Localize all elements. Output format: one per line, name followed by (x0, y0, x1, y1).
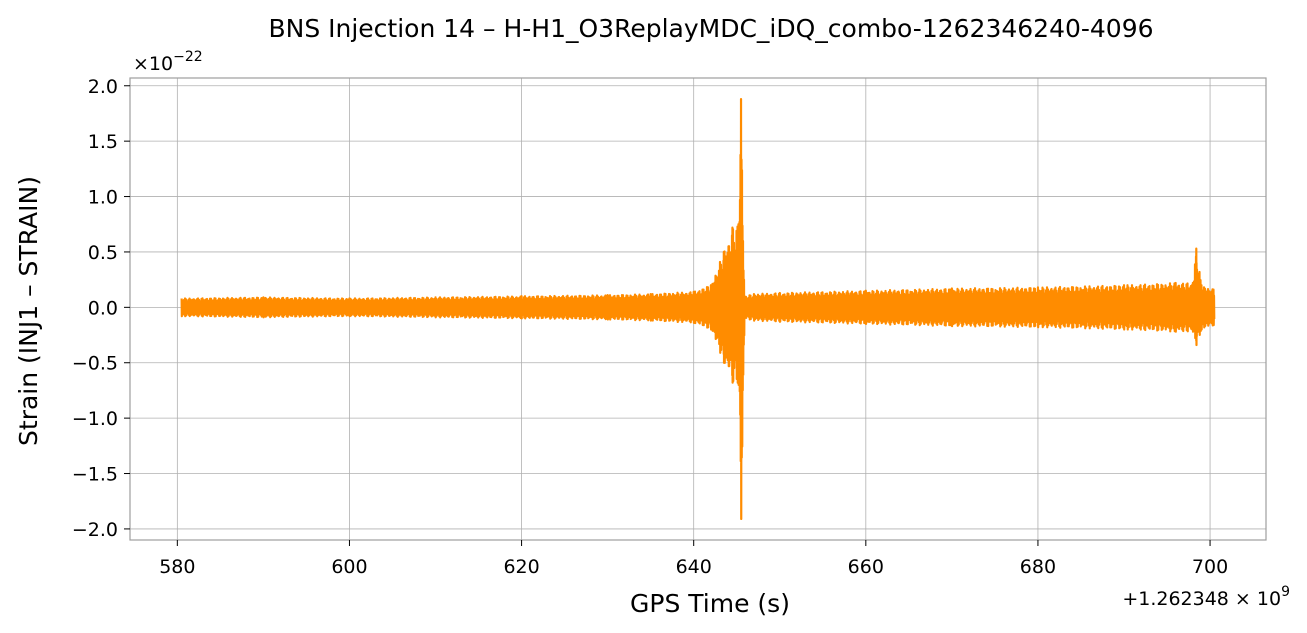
strain-series-line (180, 97, 1216, 521)
y-tick-label: 0.5 (88, 242, 118, 264)
y-axis-ticks: −2.0 −1.5 −1.0 −0.5 0.0 0.5 1.0 1.5 2.0 (72, 76, 130, 541)
x-tick-label: 580 (159, 556, 195, 578)
y-tick-label: 0.0 (88, 297, 118, 319)
y-tick-label: −0.5 (72, 353, 118, 375)
x-tick-label: 620 (503, 556, 539, 578)
y-tick-label: −2.0 (72, 519, 118, 541)
grid-lines (130, 78, 1266, 540)
x-offset-base: +1.262348 × 10 (1122, 588, 1281, 610)
x-offset-label: +1.262348 × 109 (1122, 584, 1290, 610)
plot-frame (129, 77, 1267, 541)
x-tick-label: 680 (1020, 556, 1056, 578)
y-tick-label: −1.0 (72, 408, 118, 430)
series-group (180, 97, 1216, 521)
x-offset-exponent: 9 (1281, 584, 1290, 600)
x-axis-label: GPS Time (s) (630, 589, 790, 618)
y-scale-exponent: −22 (173, 49, 203, 65)
x-tick-label: 640 (676, 556, 712, 578)
x-axis-ticks: 580 600 620 640 660 680 700 (159, 540, 1228, 578)
y-scale-multiplier: ×10−22 (133, 49, 203, 75)
y-tick-label: 1.0 (88, 187, 118, 209)
x-tick-label: 600 (331, 556, 367, 578)
y-tick-label: 2.0 (88, 76, 118, 98)
y-scale-base: ×10 (133, 53, 173, 75)
x-tick-label: 660 (848, 556, 884, 578)
y-tick-label: −1.5 (72, 464, 118, 486)
y-axis-label: Strain (INJ1 – STRAIN) (14, 176, 43, 446)
x-tick-label: 700 (1192, 556, 1228, 578)
y-tick-label: 1.5 (88, 131, 118, 153)
chart-title: BNS Injection 14 – H-H1_O3ReplayMDC_iDQ_… (268, 14, 1153, 43)
